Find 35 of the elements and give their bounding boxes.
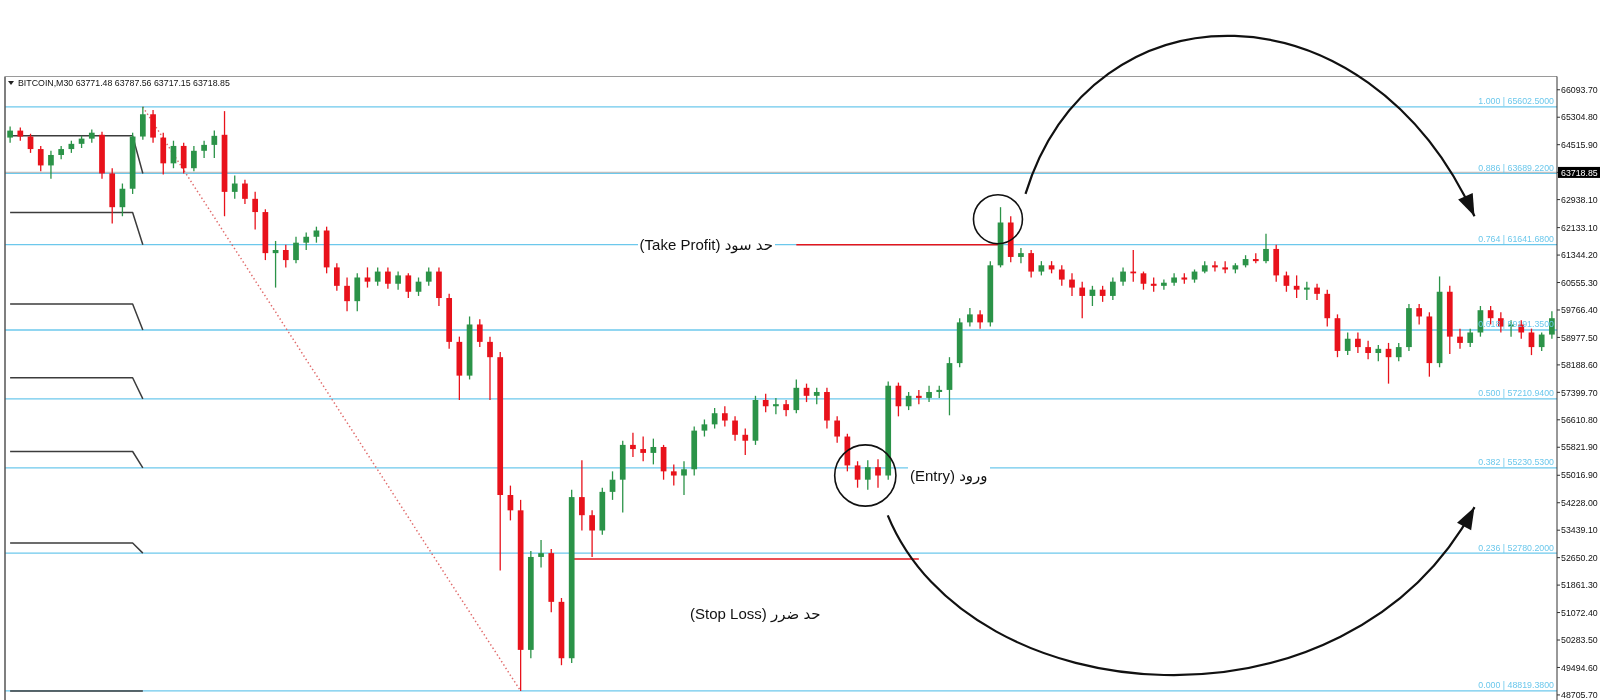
y-tick-label: 48705.70	[1561, 690, 1598, 700]
ref-line-label: 0.382 | 55230.5300	[1478, 457, 1555, 468]
ref-line-label: 1.000 | 65602.5000	[1478, 96, 1555, 107]
y-tick-label: 62938.10	[1561, 194, 1598, 205]
y-tick-label: 49494.60	[1561, 662, 1598, 673]
y-tick-label: 50283.50	[1561, 635, 1598, 646]
y-tick-label: 59766.40	[1561, 305, 1598, 316]
line-series	[142, 106, 522, 692]
y-tick-label: 51861.30	[1561, 580, 1598, 591]
y-tick-label: 55016.90	[1561, 470, 1598, 481]
annotation: ورود (Entry)	[907, 467, 990, 484]
y-tick-label: 63718.85	[1561, 167, 1598, 178]
annotation: حد ضرر (Stop Loss)	[688, 604, 823, 622]
ref-line-label: 0.000 | 48819.3800	[1478, 680, 1555, 691]
ref-line-label: 0.236 | 52780.2000	[1478, 542, 1555, 553]
chart-title: BITCOIN,M30 63771.48 63787.56 63717.15 63718.85	[18, 77, 230, 88]
y-tick-label: 61344.20	[1561, 250, 1598, 261]
y-tick-label: 58188.60	[1561, 360, 1598, 371]
y-tick-label: 51072.40	[1561, 607, 1598, 618]
ref-line-label: 0.764 | 61641.6800	[1478, 234, 1555, 245]
y-tick-label: 54228.00	[1561, 497, 1598, 508]
y-tick-label: 53439.10	[1561, 525, 1598, 536]
y-tick-label: 62133.10	[1561, 222, 1598, 233]
y-tick-label: 60555.30	[1561, 277, 1598, 288]
y-tick-label: 64515.90	[1561, 139, 1598, 150]
y-tick-label: 65304.80	[1561, 112, 1598, 123]
y-tick-label: 52650.20	[1561, 552, 1598, 563]
annotation: حد سود (Take Profit)	[637, 236, 775, 254]
ref-line-label: 0.500 | 57210.9400	[1478, 388, 1555, 399]
y-tick-label: 58977.50	[1561, 332, 1598, 343]
y-tick-label: 56610.80	[1561, 415, 1598, 426]
y-tick-label: 55821.90	[1561, 442, 1598, 453]
ref-line-label: 0.886 | 63689.2200	[1478, 162, 1555, 173]
y-tick-label: 57399.70	[1561, 387, 1598, 398]
y-tick-label: 66093.70	[1561, 84, 1598, 95]
